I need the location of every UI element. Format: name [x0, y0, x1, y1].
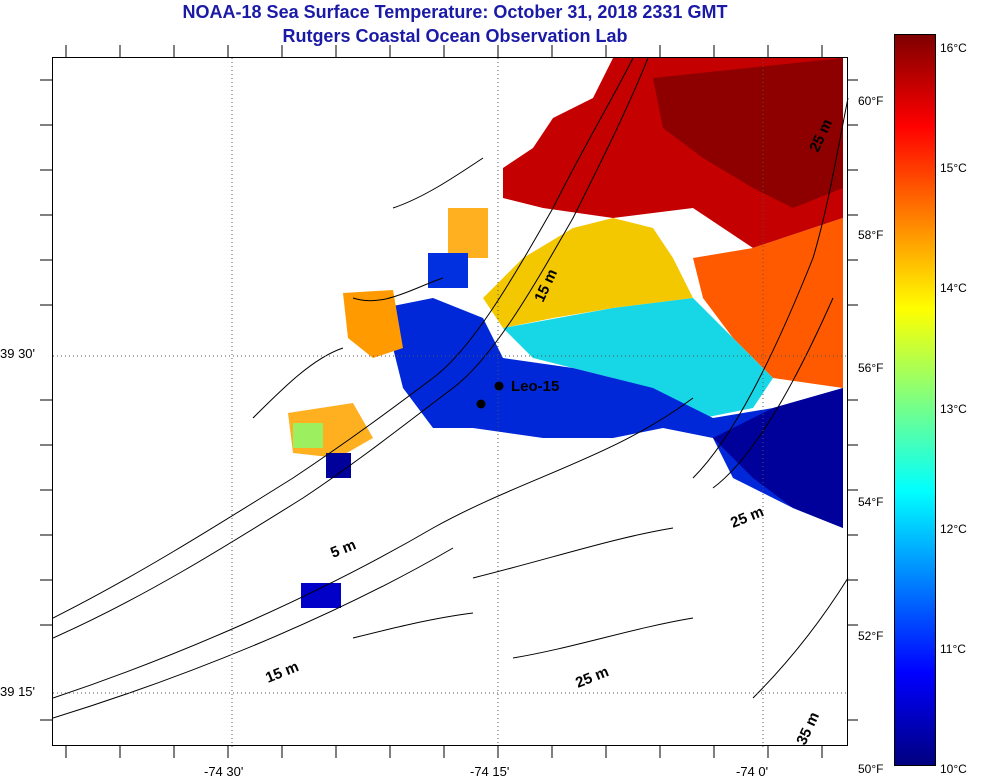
temperature-colorbar: [894, 34, 936, 766]
colorbar-label-16c: 16°C: [940, 41, 967, 55]
colorbar-label-12c: 12°C: [940, 522, 967, 536]
colorbar-label-14c: 14°C: [940, 281, 967, 295]
colorbar-label-10c: 10°C: [940, 762, 967, 776]
colorbar-label-58f: 58°F: [858, 228, 884, 242]
colorbar-label-13c: 13°C: [940, 402, 967, 416]
sst-field: [288, 58, 843, 608]
sst-offshore-patch: [301, 583, 341, 608]
sst-orange-region: [693, 218, 843, 388]
lat-label-39-30: 39 30': [0, 346, 36, 361]
station-marker-leo15: [494, 381, 504, 391]
colorbar-label-54f: 54°F: [858, 495, 884, 509]
sst-hot-region: [653, 58, 843, 208]
sst-upper-inlet-blue: [428, 253, 468, 288]
colorbar-label-60f: 60°F: [858, 94, 884, 108]
grid-lines: [53, 58, 849, 747]
sst-map-canvas: 5 m 15 m 15 m 25 m 25 m 25 m 35 m Leo-15: [52, 57, 849, 748]
colorbar-label-15c: 15°C: [940, 161, 967, 175]
sst-inlet-warm: [343, 290, 403, 358]
sst-bay-green: [293, 423, 323, 448]
station-label-leo15: Leo-15: [511, 378, 559, 395]
colorbar-label-56f: 56°F: [858, 361, 884, 375]
sst-navy-south: [713, 388, 843, 528]
lon-label-74-15: -74 15': [470, 764, 510, 779]
colorbar-label-52f: 52°F: [858, 629, 884, 643]
colorbar-label-50f: 50°F: [858, 762, 884, 776]
colorbar-label-11c: 11°C: [940, 642, 966, 656]
sst-cyan-band: [503, 298, 773, 418]
lon-label-74-0: -74 0': [736, 764, 769, 779]
title-line-1: NOAA-18 Sea Surface Temperature: October…: [182, 2, 728, 22]
lon-label-74-30: -74 30': [204, 764, 244, 779]
coastline: [52, 57, 849, 719]
title-line-2: Rutgers Coastal Ocean Observation Lab: [282, 26, 628, 46]
station-marker-secondary: [476, 399, 486, 409]
sst-yellow-band: [483, 218, 693, 328]
sst-map: 5 m 15 m 15 m 25 m 25 m 25 m 35 m Leo-15: [52, 57, 849, 748]
lat-label-39-15: 39 15': [0, 684, 36, 699]
sst-upper-inlet: [448, 208, 488, 258]
